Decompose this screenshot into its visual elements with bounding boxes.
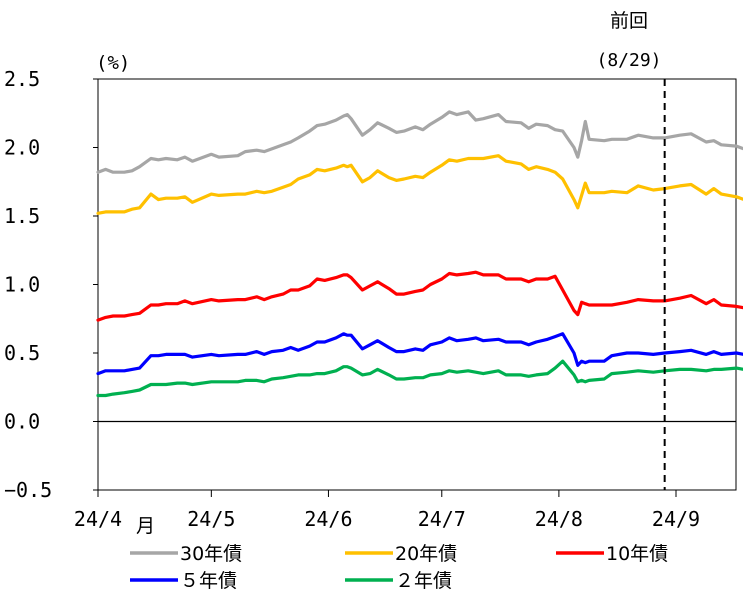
reference-line-sublabel: (8/29) — [596, 50, 661, 71]
legend-label: 20年債 — [395, 543, 457, 565]
y-tick-label: −0.5 — [4, 478, 52, 502]
series-line-0 — [96, 110, 743, 174]
series-lines — [96, 110, 743, 398]
y-tick-label: 1.5 — [4, 204, 40, 228]
legend: 30年債 20年債 10年債 ５年債 ２年債 — [130, 543, 668, 592]
y-tick-label: 0.0 — [4, 410, 40, 434]
y-tick-label: 1.0 — [4, 273, 40, 297]
y-axis: 2.5 2.0 1.5 1.0 0.5 0.0 −0.5 — [4, 67, 98, 502]
legend-label: 30年債 — [180, 543, 242, 565]
x-tick-unit-suffix: 月 — [136, 515, 155, 537]
series-line-1 — [96, 154, 743, 215]
x-tick-label: 24/5 — [187, 507, 235, 531]
x-tick-label: 24/8 — [535, 507, 583, 531]
reference-line-label: 前回 — [610, 10, 648, 32]
y-tick-label: 2.5 — [4, 67, 40, 91]
x-tick-label: 24/7 — [418, 507, 466, 531]
unit-label: (%) — [96, 52, 130, 74]
series-line-4 — [96, 359, 743, 398]
series-line-3 — [96, 332, 743, 376]
x-axis: 24/4 月 24/5 24/6 24/7 24/8 24/9 — [74, 490, 700, 537]
series-line-2 — [96, 270, 743, 322]
x-tick-label: 24/6 — [304, 507, 352, 531]
legend-label: ２年債 — [395, 570, 452, 592]
legend-label: 10年債 — [606, 543, 668, 565]
plot-area — [97, 78, 737, 491]
y-tick-label: 0.5 — [4, 341, 40, 365]
y-tick-label: 2.0 — [4, 136, 40, 160]
legend-label: ５年債 — [180, 570, 237, 592]
x-tick-label: 24/4 — [74, 507, 122, 531]
x-tick-label: 24/9 — [652, 507, 700, 531]
